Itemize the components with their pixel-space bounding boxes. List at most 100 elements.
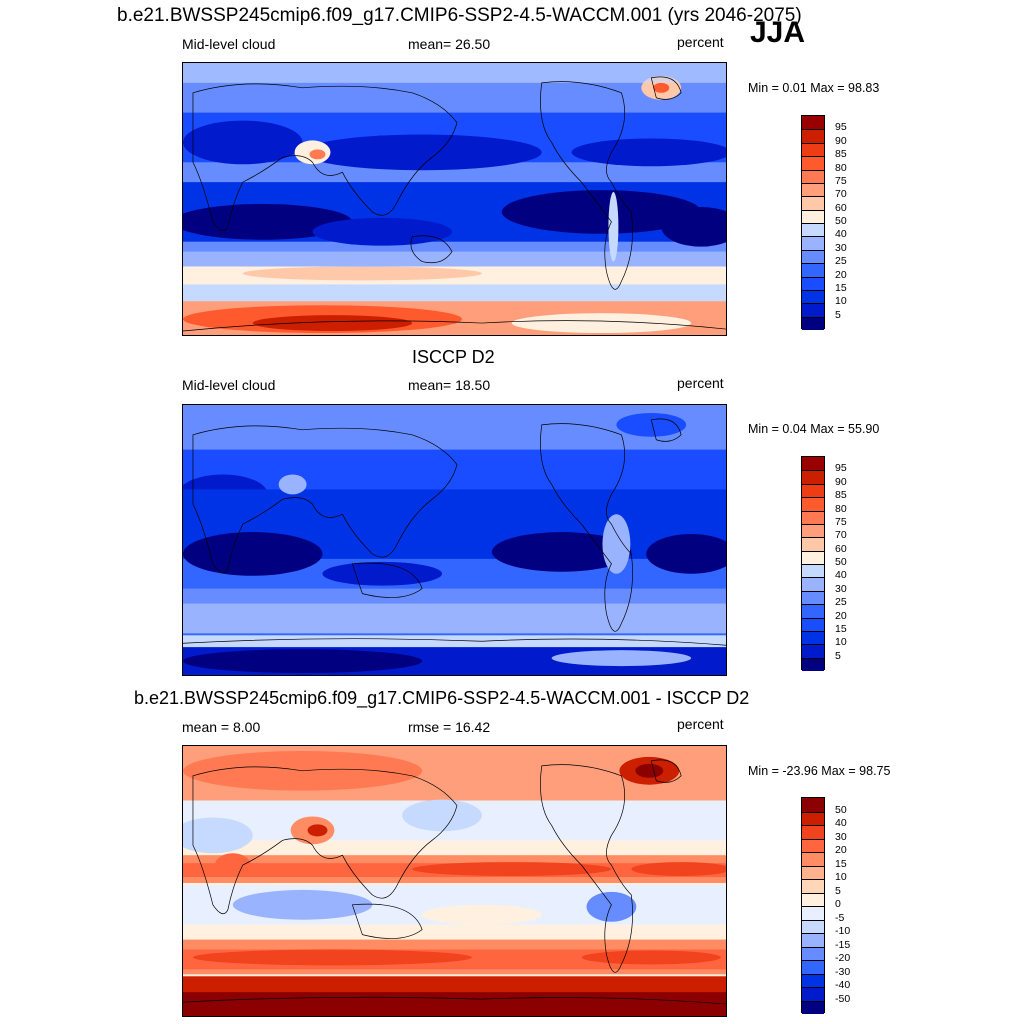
colorbar-swatch bbox=[802, 289, 824, 304]
season-label: JJA bbox=[750, 16, 806, 49]
colorbar-swatch bbox=[802, 196, 824, 210]
colorbar-swatch bbox=[802, 825, 824, 839]
colorbar-tick-label: -5 bbox=[835, 911, 845, 924]
colorbar-tick-label: 50 bbox=[835, 803, 847, 816]
panel-3-units-label: percent bbox=[677, 716, 724, 732]
colorbar-tick-label: 15 bbox=[835, 281, 847, 294]
panel-3-map bbox=[182, 745, 727, 1017]
panel-2-minmax: Min = 0.04 Max = 55.90 bbox=[748, 422, 880, 436]
colorbar-swatch bbox=[802, 798, 824, 812]
colorbar-tick-label: 40 bbox=[835, 228, 847, 241]
colorbar-tick-label: -20 bbox=[835, 952, 851, 964]
colorbar-swatch bbox=[802, 223, 824, 237]
colorbar-swatch bbox=[802, 303, 824, 317]
colorbar-tick-label: 15 bbox=[835, 622, 847, 635]
colorbar-tick-label: 60 bbox=[835, 201, 847, 214]
colorbar-tick-label: 15 bbox=[835, 857, 847, 870]
colorbar-swatch bbox=[802, 470, 824, 484]
colorbar-swatch bbox=[802, 276, 824, 290]
colorbar-swatch bbox=[802, 973, 824, 987]
colorbar-tick-label: 20 bbox=[835, 609, 847, 622]
panel-1-units-label: percent bbox=[677, 34, 724, 50]
colorbar-swatch bbox=[802, 497, 824, 511]
colorbar-swatch bbox=[802, 263, 824, 277]
colorbar-tick-label: 50 bbox=[835, 556, 847, 568]
panel-1-mean-label: mean= 26.50 bbox=[408, 36, 491, 52]
colorbar-tick-label: 95 bbox=[835, 462, 847, 475]
panel-2-variable-label: Mid-level cloud bbox=[182, 377, 276, 393]
colorbar-tick-label: 20 bbox=[835, 268, 847, 281]
colorbar-tick-label: 70 bbox=[835, 529, 847, 542]
colorbar-swatch bbox=[802, 142, 824, 157]
colorbar-swatch bbox=[802, 960, 824, 974]
colorbar-tick-label: 70 bbox=[835, 188, 847, 201]
colorbar-tick-label: 50 bbox=[835, 215, 847, 227]
colorbar-tick-label: 40 bbox=[835, 569, 847, 582]
panel-2-units-label: percent bbox=[677, 375, 724, 391]
colorbar-tick-label: 75 bbox=[835, 174, 847, 187]
panel-3-colorbar bbox=[801, 797, 825, 1014]
colorbar-tick-label: 85 bbox=[835, 489, 847, 502]
colorbar-swatch bbox=[802, 564, 824, 578]
colorbar-tick-label: 0 bbox=[835, 898, 841, 910]
colorbar-tick-label: 30 bbox=[835, 241, 847, 254]
colorbar-swatch bbox=[802, 510, 824, 524]
colorbar-swatch bbox=[802, 523, 824, 538]
panel-3-mean-label: mean = 8.00 bbox=[182, 719, 261, 735]
colorbar-tick-label: 90 bbox=[835, 134, 847, 147]
colorbar-swatch bbox=[802, 537, 824, 551]
colorbar-swatch bbox=[802, 483, 824, 498]
colorbar-swatch bbox=[802, 933, 824, 947]
panel-2-colorbar bbox=[801, 456, 825, 671]
colorbar-tick-label: 5 bbox=[835, 649, 841, 662]
colorbar-tick-label: 10 bbox=[835, 636, 847, 649]
colorbar-swatch bbox=[802, 457, 824, 471]
colorbar-swatch bbox=[802, 550, 824, 564]
colorbar-swatch bbox=[802, 617, 824, 631]
colorbar-tick-label: 10 bbox=[835, 295, 847, 308]
colorbar-swatch bbox=[802, 892, 824, 906]
colorbar-swatch bbox=[802, 644, 824, 658]
colorbar-tick-label: 80 bbox=[835, 161, 847, 174]
colorbar-tick-label: -30 bbox=[835, 965, 851, 978]
colorbar-swatch bbox=[802, 657, 824, 671]
colorbar-swatch bbox=[802, 590, 824, 605]
colorbar-tick-label: 5 bbox=[835, 308, 841, 321]
colorbar-tick-label: 95 bbox=[835, 121, 847, 134]
colorbar-swatch bbox=[802, 236, 824, 250]
colorbar-swatch bbox=[802, 906, 824, 920]
colorbar-swatch bbox=[802, 987, 824, 1001]
colorbar-swatch bbox=[802, 129, 824, 143]
colorbar-tick-label: 30 bbox=[835, 582, 847, 595]
panel-3-rmse-label: rmse = 16.42 bbox=[408, 719, 491, 735]
colorbar-swatch bbox=[802, 1000, 824, 1014]
panel-1-title: b.e21.BWSSP245cmip6.f09_g17.CMIP6-SSP2-4… bbox=[117, 5, 802, 26]
colorbar-tick-label: -10 bbox=[835, 925, 851, 937]
colorbar-tick-label: -50 bbox=[835, 992, 851, 1005]
panel-1-minmax: Min = 0.01 Max = 98.83 bbox=[748, 81, 880, 95]
colorbar-swatch bbox=[802, 879, 824, 893]
colorbar-swatch bbox=[802, 249, 824, 264]
colorbar-swatch bbox=[802, 156, 824, 170]
panel-3-minmax: Min = -23.96 Max = 98.75 bbox=[748, 764, 891, 778]
colorbar-tick-label: 5 bbox=[835, 884, 841, 897]
panel-1-variable-label: Mid-level cloud bbox=[182, 36, 276, 52]
colorbar-tick-label: 10 bbox=[835, 871, 847, 883]
colorbar-swatch bbox=[802, 630, 824, 645]
colorbar-tick-label: 20 bbox=[835, 844, 847, 856]
colorbar-tick-label: -15 bbox=[835, 938, 851, 951]
colorbar-tick-label: 60 bbox=[835, 542, 847, 555]
panel-3-title: b.e21.BWSSP245cmip6.f09_g17.CMIP6-SSP2-4… bbox=[134, 688, 750, 708]
colorbar-swatch bbox=[802, 852, 824, 866]
colorbar-tick-label: 90 bbox=[835, 475, 847, 488]
colorbar-swatch bbox=[802, 838, 824, 852]
colorbar-swatch bbox=[802, 182, 824, 197]
colorbar-swatch bbox=[802, 604, 824, 618]
panel-2-mean-label: mean= 18.50 bbox=[408, 377, 491, 393]
colorbar-swatch bbox=[802, 116, 824, 130]
colorbar-tick-label: 40 bbox=[835, 817, 847, 829]
colorbar-swatch bbox=[802, 919, 824, 933]
colorbar-tick-label: 85 bbox=[835, 148, 847, 161]
panel-1-map bbox=[182, 62, 727, 336]
colorbar-swatch bbox=[802, 811, 824, 825]
